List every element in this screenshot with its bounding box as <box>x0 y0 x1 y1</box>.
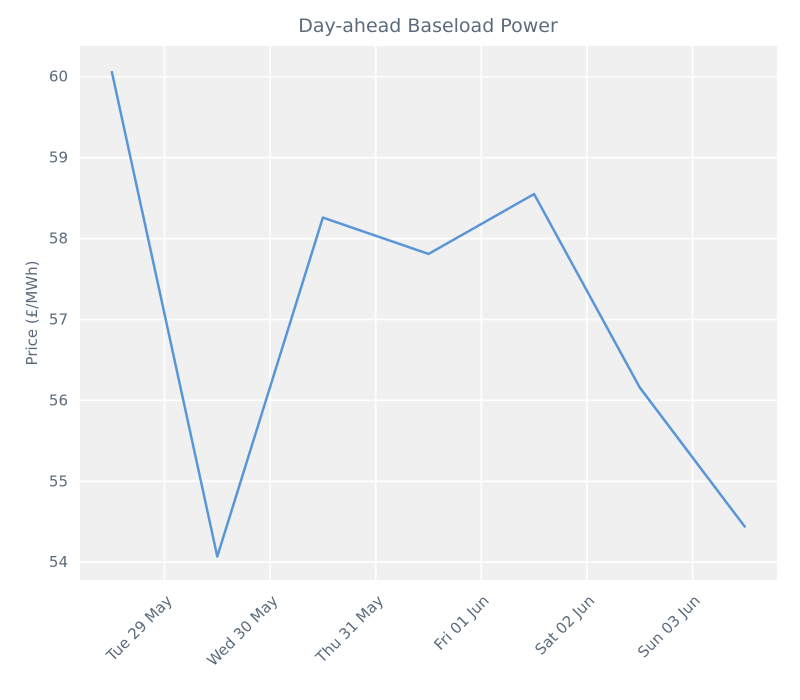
price-line <box>110 70 747 558</box>
y-tick-label: 60 <box>49 68 68 86</box>
x-tick-label: Sat 02 Jun <box>531 592 598 659</box>
y-axis-label: Price (£/MWh) <box>23 261 41 366</box>
x-tick-label: Tue 29 May <box>102 592 176 666</box>
y-tick-label: 59 <box>49 149 68 167</box>
x-tick-label: Fri 01 Jun <box>430 592 492 654</box>
plot-area <box>80 46 777 580</box>
y-tick-label: 55 <box>49 472 68 490</box>
x-tick-label: Sun 03 Jun <box>634 592 704 662</box>
y-tick-label: 58 <box>49 230 68 248</box>
x-tick-label: Wed 30 May <box>203 592 281 670</box>
chart-title: Day-ahead Baseload Power <box>298 15 558 37</box>
x-tick-label: Thu 31 May <box>312 592 388 668</box>
y-tick-label: 57 <box>49 310 68 328</box>
y-tick-label: 56 <box>49 391 68 409</box>
y-tick-label: 54 <box>49 553 68 571</box>
